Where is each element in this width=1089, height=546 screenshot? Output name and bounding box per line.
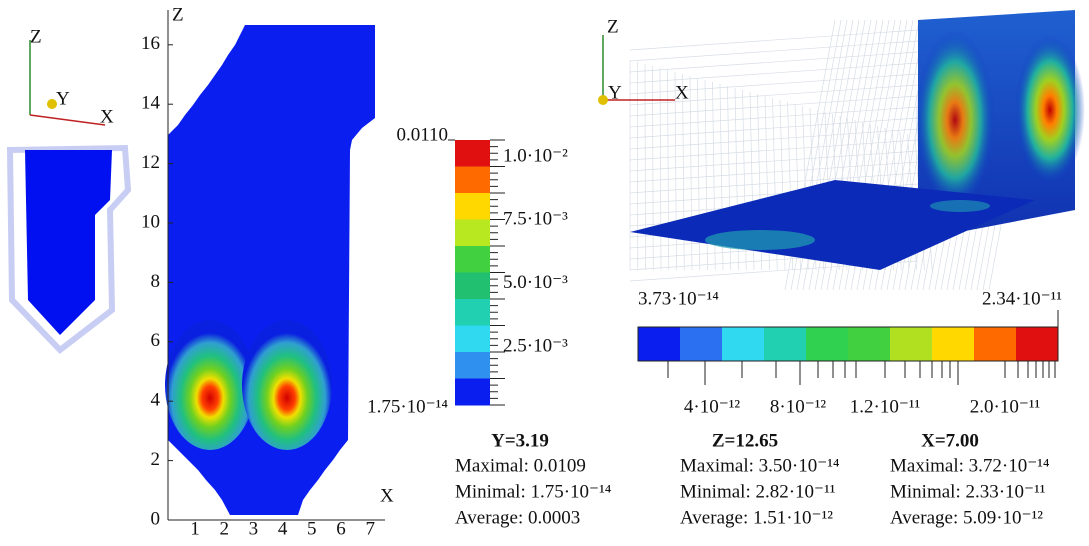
- triad-left: Z Y X: [29, 26, 114, 127]
- triad-label: Z: [607, 16, 619, 37]
- stats-line: Average: 1.51·10⁻¹²: [680, 507, 833, 528]
- grid: [629, 40, 919, 62]
- colorbar-segment: [806, 327, 849, 361]
- x-tick-label: 3: [249, 518, 259, 539]
- colorbar-segment: [890, 327, 933, 361]
- colorbar-segment: [680, 327, 723, 361]
- colorbar-segment: [455, 272, 490, 300]
- colorbar-min: 3.73·10⁻¹⁴: [638, 288, 719, 309]
- colorbar-segment: [455, 325, 490, 353]
- colorbar: [448, 139, 505, 406]
- colorbar-segment: [932, 327, 975, 361]
- z-tick-label: 14: [141, 93, 161, 114]
- colorbar-segment: [455, 193, 490, 220]
- x-tick-label: 1: [190, 518, 200, 539]
- colorbar-label: 8·10⁻¹²: [770, 396, 827, 417]
- colorbar-segment: [848, 327, 891, 361]
- slice-wall: [915, 10, 1085, 240]
- z-tick-label: 2: [151, 449, 161, 470]
- stats-line: Average: 0.0003: [455, 507, 580, 528]
- colorbar-segment: [455, 378, 490, 406]
- colorbar-label: 4·10⁻¹²: [684, 396, 741, 417]
- stats-line: Maximal: 3.72·10⁻¹⁴: [890, 455, 1050, 476]
- colorbar-segment: [455, 352, 490, 379]
- x-tick-label: 5: [307, 518, 317, 539]
- colorbar-frame: [637, 326, 1059, 362]
- colorbar-segment: [722, 327, 765, 361]
- stats-line: Minimal: 1.75·10⁻¹⁴: [455, 481, 612, 502]
- slice-floor: [630, 180, 1035, 270]
- z-tick-label: 0: [151, 508, 161, 529]
- stats-title: Y=3.19: [491, 430, 549, 451]
- colorbar-label: 7.5·10⁻³: [503, 209, 568, 230]
- colorbar-segment: [455, 140, 490, 167]
- axis-label: Z: [172, 4, 184, 25]
- stats-line: Minimal: 2.82·10⁻¹¹: [680, 481, 836, 502]
- z-tick-label: 6: [151, 330, 161, 351]
- grid: [629, 161, 919, 183]
- grid: [629, 128, 919, 150]
- grid: [629, 62, 919, 84]
- triad-label: Y: [56, 88, 70, 109]
- colorbar-segment: [455, 219, 490, 247]
- grid: [682, 73, 685, 271]
- colorbar-segment: [455, 166, 490, 194]
- grid: [629, 29, 919, 51]
- wireframe: [6, 144, 132, 355]
- triad-label: Z: [30, 26, 42, 47]
- colorbar-label: 5.0·10⁻³: [503, 272, 568, 293]
- x-tick-label: 2: [219, 518, 229, 539]
- grid: [629, 95, 919, 117]
- colorbar-label: 1.2·10⁻¹¹: [850, 396, 921, 417]
- colorbar-segment: [455, 299, 490, 326]
- grid: [629, 51, 919, 73]
- stats-line: Maximal: 3.50·10⁻¹⁴: [680, 455, 840, 476]
- z-tick-label: 4: [151, 390, 161, 411]
- grid: [629, 73, 919, 95]
- colorbar-segment: [764, 327, 807, 361]
- colorbar: [637, 310, 1059, 385]
- colorbar-label: 1.0·10⁻²: [503, 145, 568, 166]
- triad-label: X: [100, 106, 114, 127]
- contour-plot: [165, 25, 375, 515]
- grid: [644, 63, 646, 271]
- triad-right: Z Y X: [598, 16, 689, 105]
- colorbar-label: 2.5·10⁻³: [503, 335, 568, 356]
- stats-line: Minimal: 2.33·10⁻¹¹: [890, 481, 1046, 502]
- grid: [629, 172, 919, 194]
- colorbar-segment: [638, 327, 681, 361]
- x-tick-label: 6: [336, 518, 346, 539]
- z-tick-label: 12: [141, 152, 160, 173]
- stats-line: Average: 5.09·10⁻¹²: [890, 507, 1043, 528]
- z-tick-label: 8: [151, 271, 161, 292]
- triad-label: Y: [608, 82, 622, 103]
- colorbar-segment: [455, 246, 490, 273]
- grid: [652, 65, 654, 271]
- stats-line: Maximal: 0.0109: [455, 455, 586, 476]
- colorbar-label: 2.0·10⁻¹¹: [970, 396, 1041, 417]
- z-tick-label: 16: [141, 33, 160, 54]
- grid: [629, 106, 919, 128]
- colorbar-segment: [974, 327, 1017, 361]
- colorbar-min: 1.75·10⁻¹⁴: [367, 396, 448, 417]
- colorbar-max: 2.34·10⁻¹¹: [982, 288, 1062, 309]
- z-tick-label: 10: [141, 211, 160, 232]
- grid: [629, 139, 919, 161]
- x-tick-label: 4: [278, 518, 288, 539]
- x-tick-label: 7: [365, 518, 375, 539]
- stats-title: Z=12.65: [712, 430, 778, 451]
- triad-label: X: [675, 82, 689, 103]
- axis-label: X: [380, 485, 394, 506]
- stats-title: X=7.00: [921, 430, 979, 451]
- colorbar-segment: [1016, 327, 1059, 361]
- colorbar-max: 0.0110: [396, 124, 448, 145]
